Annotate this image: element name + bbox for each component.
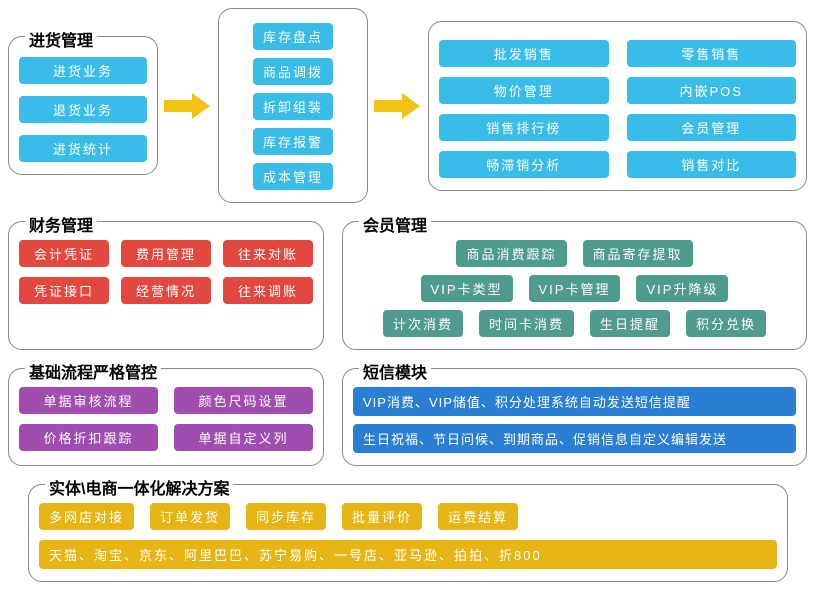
- top-row: 进货管理 进货业务 退货业务 进货统计 库存盘点 商品调拨 拆卸组装 库存报警 …: [8, 8, 807, 203]
- pill-item: 会计凭证: [19, 240, 109, 267]
- pill-item: 会员管理: [627, 114, 797, 141]
- panel-ecom: 实体\电商一体化解决方案 多网店对接 订单发货 同步库存 批量评价 运费结算 天…: [28, 484, 788, 582]
- ecom-items: 多网店对接 订单发货 同步库存 批量评价 运费结算: [39, 503, 777, 530]
- arrow-icon: [374, 93, 422, 119]
- panel-title-purchase: 进货管理: [25, 27, 97, 51]
- panel-process: 基础流程严格管控 单据审核流程 颜色尺码设置 价格折扣跟踪 单据自定义列: [8, 368, 324, 466]
- pill-item: 内嵌POS: [627, 77, 797, 104]
- pill-item: 畅滞销分析: [439, 151, 609, 178]
- pill-item: 商品寄存提取: [583, 240, 693, 267]
- panel-title-finance: 财务管理: [25, 212, 97, 236]
- arrow-icon: [164, 93, 212, 119]
- pill-item: 凭证接口: [19, 277, 109, 304]
- panel-inventory: 库存盘点 商品调拨 拆卸组装 库存报警 成本管理: [218, 8, 368, 203]
- pill-item: 积分兑换: [686, 310, 766, 337]
- pill-item: 拆卸组装: [253, 93, 333, 120]
- panel-title-process: 基础流程严格管控: [25, 359, 161, 383]
- pill-item: 物价管理: [439, 77, 609, 104]
- panel-inventory-items: 库存盘点 商品调拨 拆卸组装 库存报警 成本管理: [229, 23, 357, 190]
- pill-item: 批发销售: [439, 40, 609, 67]
- pill-item: 往来调账: [223, 277, 313, 304]
- row-ecom: 实体\电商一体化解决方案 多网店对接 订单发货 同步库存 批量评价 运费结算 天…: [8, 484, 807, 582]
- panel-sales: 批发销售 零售销售 物价管理 内嵌POS 销售排行榜 会员管理 畅滞销分析 销售…: [428, 21, 807, 191]
- pill-item: 生日提醒: [590, 310, 670, 337]
- finance-grid: 会计凭证 费用管理 往来对账 凭证接口 经营情况 往来调账: [19, 240, 313, 304]
- pill-item: 计次消费: [383, 310, 463, 337]
- pill-item: 价格折扣跟踪: [19, 424, 158, 451]
- member-row: VIP卡类型 VIP卡管理 VIP升降级: [353, 275, 796, 302]
- pill-item: 进货业务: [19, 57, 147, 84]
- panel-title-sms: 短信模块: [359, 359, 431, 383]
- pill-item: 成本管理: [253, 163, 333, 190]
- member-rows: 商品消费跟踪 商品寄存提取 VIP卡类型 VIP卡管理 VIP升降级 计次消费 …: [353, 240, 796, 337]
- pill-item: 订单发货: [150, 503, 230, 530]
- sms-line: 生日祝福、节日问候、到期商品、促销信息自定义编辑发送: [353, 424, 796, 453]
- pill-item: 往来对账: [223, 240, 313, 267]
- panel-title-member: 会员管理: [359, 212, 431, 236]
- pill-item: 销售排行榜: [439, 114, 609, 141]
- pill-item: 费用管理: [121, 240, 211, 267]
- pill-item: 同步库存: [246, 503, 326, 530]
- panel-sales-grid: 批发销售 零售销售 物价管理 内嵌POS 销售排行榜 会员管理 畅滞销分析 销售…: [439, 40, 796, 178]
- row-finance-member: 财务管理 会计凭证 费用管理 往来对账 凭证接口 经营情况 往来调账 会员管理 …: [8, 221, 807, 350]
- panel-member: 会员管理 商品消费跟踪 商品寄存提取 VIP卡类型 VIP卡管理 VIP升降级 …: [342, 221, 807, 350]
- pill-item: 库存报警: [253, 128, 333, 155]
- pill-item: 零售销售: [627, 40, 797, 67]
- pill-item: 时间卡消费: [479, 310, 574, 337]
- panel-title-ecom: 实体\电商一体化解决方案: [45, 475, 233, 499]
- panel-finance: 财务管理 会计凭证 费用管理 往来对账 凭证接口 经营情况 往来调账: [8, 221, 324, 350]
- panel-purchase: 进货管理 进货业务 退货业务 进货统计: [8, 36, 158, 175]
- pill-item: 退货业务: [19, 96, 147, 123]
- member-row: 商品消费跟踪 商品寄存提取: [353, 240, 796, 267]
- process-grid: 单据审核流程 颜色尺码设置 价格折扣跟踪 单据自定义列: [19, 387, 313, 451]
- pill-item: VIP卡管理: [529, 275, 621, 302]
- pill-item: 单据审核流程: [19, 387, 158, 414]
- pill-item: 运费结算: [438, 503, 518, 530]
- pill-item: 进货统计: [19, 135, 147, 162]
- pill-item: 多网店对接: [39, 503, 134, 530]
- panel-purchase-items: 进货业务 退货业务 进货统计: [19, 57, 147, 162]
- pill-item: 批量评价: [342, 503, 422, 530]
- pill-item: 商品调拨: [253, 58, 333, 85]
- pill-item: 颜色尺码设置: [174, 387, 313, 414]
- member-row: 计次消费 时间卡消费 生日提醒 积分兑换: [353, 310, 796, 337]
- panel-sms: 短信模块 VIP消费、VIP储值、积分处理系统自动发送短信提醒 生日祝福、节日问…: [342, 368, 807, 466]
- pill-item: 库存盘点: [253, 23, 333, 50]
- pill-item: 商品消费跟踪: [456, 240, 566, 267]
- pill-item: 经营情况: [121, 277, 211, 304]
- ecom-line: 天猫、淘宝、京东、阿里巴巴、苏宁易购、一号店、亚马逊、拍拍、折800: [39, 540, 777, 569]
- sms-lines: VIP消费、VIP储值、积分处理系统自动发送短信提醒 生日祝福、节日问候、到期商…: [353, 387, 796, 453]
- sms-line: VIP消费、VIP储值、积分处理系统自动发送短信提醒: [353, 387, 796, 416]
- pill-item: VIP升降级: [636, 275, 728, 302]
- pill-item: 单据自定义列: [174, 424, 313, 451]
- pill-item: VIP卡类型: [421, 275, 513, 302]
- row-process-sms: 基础流程严格管控 单据审核流程 颜色尺码设置 价格折扣跟踪 单据自定义列 短信模…: [8, 368, 807, 466]
- pill-item: 销售对比: [627, 151, 797, 178]
